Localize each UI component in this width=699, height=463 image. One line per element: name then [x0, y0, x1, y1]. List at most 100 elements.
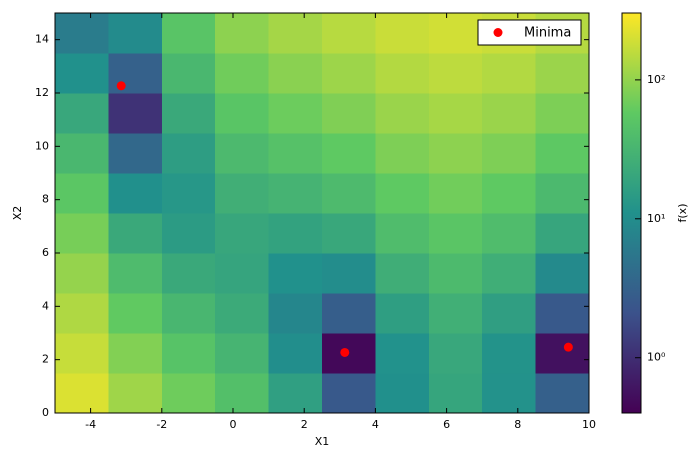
- heatmap-cell: [215, 13, 270, 54]
- heatmap-cell: [268, 53, 323, 94]
- heatmap-cell: [215, 93, 270, 134]
- heatmap-cell: [428, 293, 483, 334]
- heatmap-cell: [161, 133, 216, 174]
- heatmap-cell: [55, 213, 109, 254]
- heatmap-cell: [535, 213, 590, 254]
- heatmap-cell: [268, 333, 323, 374]
- heatmap-cell: [161, 253, 216, 294]
- heatmap-cell: [428, 213, 483, 254]
- heatmap-cell: [215, 53, 270, 94]
- minimum-point: [340, 347, 350, 357]
- x-tick-label: 8: [514, 418, 521, 431]
- heatmap-cell: [375, 133, 430, 174]
- heatmap-cell: [322, 373, 376, 414]
- heatmap-cell: [268, 93, 323, 134]
- heatmap-cell: [322, 93, 376, 134]
- heatmap-cell: [108, 333, 163, 374]
- heatmap-cell: [55, 93, 109, 134]
- heatmap-cell: [55, 173, 109, 214]
- legend-label: Minima: [524, 26, 571, 41]
- heatmap-cell: [535, 373, 590, 414]
- heatmap-cell: [108, 13, 163, 54]
- heatmap-cell: [108, 213, 163, 254]
- heatmap-cell: [268, 253, 323, 294]
- x-tick-label: -2: [156, 418, 167, 431]
- heatmap-cell: [535, 173, 590, 214]
- colorbar-tick-label: 10²: [647, 73, 665, 86]
- heatmap-cell: [428, 253, 483, 294]
- heatmap-cell: [161, 53, 216, 94]
- x-tick-label: 10: [582, 418, 596, 431]
- heatmap-cell: [322, 13, 376, 54]
- heatmap-cell: [375, 293, 430, 334]
- heatmap-cell: [375, 373, 430, 414]
- heatmap-cell: [482, 133, 537, 174]
- heatmap-cell: [322, 173, 376, 214]
- heatmap-cell: [215, 253, 270, 294]
- heatmap-cell: [428, 133, 483, 174]
- heatmap-cell: [161, 13, 216, 54]
- heatmap-cell: [535, 333, 590, 374]
- heatmap-cell: [375, 213, 430, 254]
- heatmap-cell: [55, 133, 109, 174]
- heatmap-cell: [55, 13, 109, 54]
- heatmap-cell: [55, 333, 109, 374]
- heatmap-cell: [428, 13, 483, 54]
- heatmap-cell: [375, 173, 430, 214]
- heatmap-cell: [161, 173, 216, 214]
- y-tick-label: 4: [42, 299, 49, 312]
- heatmap-cell: [161, 93, 216, 134]
- heatmap-cell: [322, 133, 376, 174]
- minimum-point: [116, 81, 126, 91]
- heatmap-cell: [215, 213, 270, 254]
- heatmap-cell: [268, 293, 323, 334]
- heatmap-cell: [428, 53, 483, 94]
- x-tick-label: -4: [85, 418, 96, 431]
- heatmap-cell: [535, 293, 590, 334]
- legend-marker: [493, 28, 503, 37]
- heatmap-cell: [322, 53, 376, 94]
- heatmap-cell: [161, 333, 216, 374]
- colorbar-tick-label: 10⁰: [647, 351, 666, 364]
- x-tick-label: 2: [301, 418, 308, 431]
- heatmap-cell: [482, 253, 537, 294]
- heatmap-cell: [482, 53, 537, 94]
- heatmap-cell: [108, 373, 163, 414]
- colorbar-label: f(x): [676, 204, 689, 223]
- plot-frame: [54, 12, 590, 414]
- heatmap-cell: [375, 253, 430, 294]
- heatmap-cell: [108, 293, 163, 334]
- heatmap-cell: [322, 213, 376, 254]
- heatmap-cell: [215, 173, 270, 214]
- x-tick-label: 6: [443, 418, 450, 431]
- heatmap-cell: [482, 293, 537, 334]
- colorbar-tick-label: 10¹: [647, 212, 665, 225]
- heatmap-cell: [482, 213, 537, 254]
- heatmap-cell: [428, 93, 483, 134]
- heatmap-cell: [108, 173, 163, 214]
- heatmap-cell: [268, 133, 323, 174]
- heatmap-cell: [375, 13, 430, 54]
- heatmap-cell: [322, 293, 376, 334]
- heatmap-cell: [108, 53, 163, 94]
- heatmap-cell: [535, 53, 590, 94]
- heatmap-cell: [55, 53, 109, 94]
- heatmap-cell: [215, 373, 270, 414]
- colorbar: [621, 12, 642, 414]
- y-tick-label: 14: [35, 33, 49, 46]
- heatmap-cell: [55, 253, 109, 294]
- heatmap-cell: [482, 333, 537, 374]
- y-tick-label: 8: [42, 193, 49, 206]
- y-tick-label: 6: [42, 246, 49, 259]
- heatmap-cell: [108, 133, 163, 174]
- heatmap-cell: [428, 373, 483, 414]
- heatmap-cell: [535, 253, 590, 294]
- heatmap-cell: [375, 93, 430, 134]
- heatmap: [55, 13, 590, 414]
- heatmap-cell: [268, 373, 323, 414]
- minimum-point: [563, 342, 573, 352]
- heatmap-cell: [535, 133, 590, 174]
- y-tick-label: 10: [35, 139, 49, 152]
- heatmap-cell: [215, 333, 270, 374]
- heatmap-cell: [268, 213, 323, 254]
